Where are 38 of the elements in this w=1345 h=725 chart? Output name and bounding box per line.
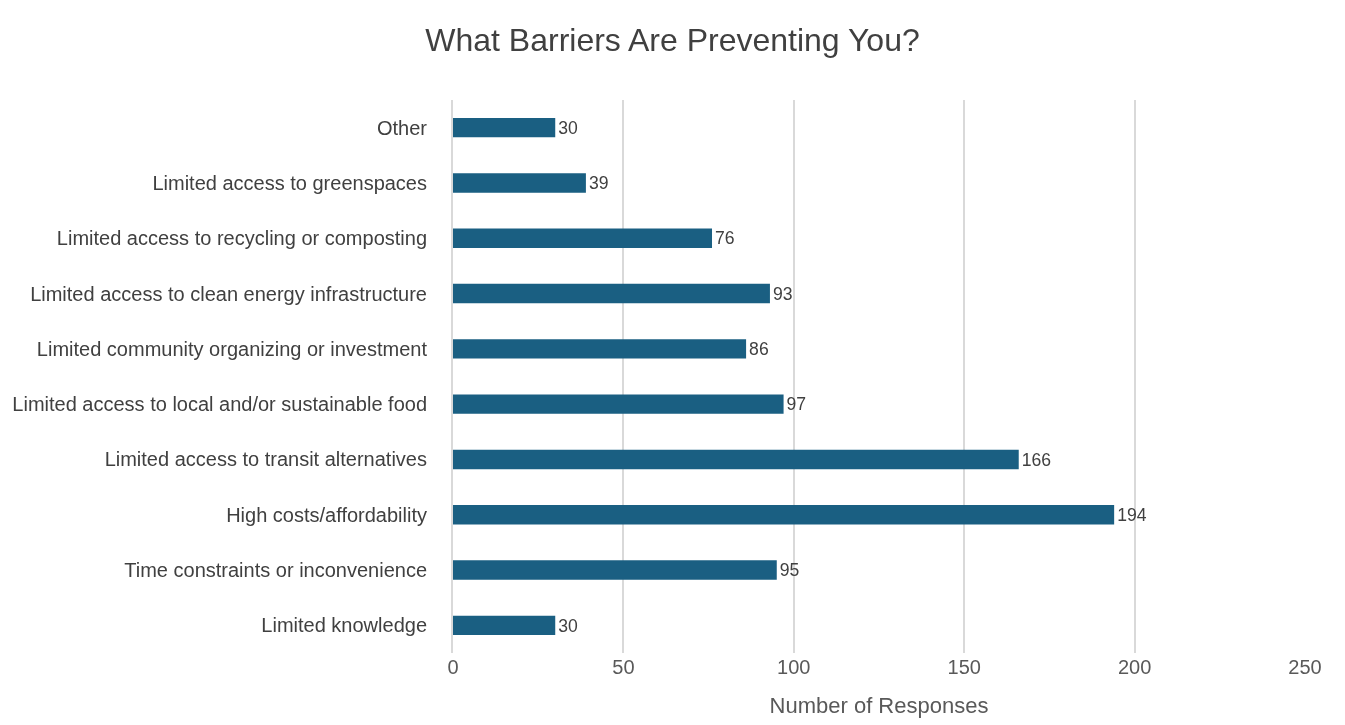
bar xyxy=(453,615,556,636)
data-label: 97 xyxy=(786,394,807,415)
data-label: 86 xyxy=(749,339,769,360)
x-tick-label: 0 xyxy=(447,656,459,678)
bar xyxy=(453,394,784,414)
y-tick-label: Limited knowledge xyxy=(261,614,427,637)
data-label: 93 xyxy=(772,283,793,304)
y-tick-label: Other xyxy=(376,116,428,139)
bar xyxy=(453,228,713,248)
data-label: 30 xyxy=(558,117,579,138)
data-label: 30 xyxy=(558,615,579,636)
x-tick-label: 250 xyxy=(1288,656,1322,678)
x-axis-title: Number of Responses xyxy=(769,692,989,718)
chart-title: What Barriers Are Preventing You? xyxy=(425,22,920,59)
y-tick-label: Limited access to greenspaces xyxy=(152,171,427,194)
bar xyxy=(453,339,747,359)
bar xyxy=(453,449,1019,470)
y-tick-label: Limited access to local and/or sustainable food xyxy=(12,393,427,416)
x-tick-label: 200 xyxy=(1117,656,1152,678)
y-tick-label: High costs/affordability xyxy=(226,503,427,526)
data-label: 39 xyxy=(588,173,609,194)
x-tick-label: 50 xyxy=(612,656,635,678)
data-label: 194 xyxy=(1117,504,1147,525)
y-tick-label: Limited access to transit alternatives xyxy=(104,448,427,471)
bar xyxy=(453,117,556,138)
y-tick-label: Limited access to clean energy infrastructure xyxy=(30,282,427,305)
data-label: 95 xyxy=(779,560,800,581)
y-tick-label: Limited access to recycling or composting xyxy=(56,227,427,250)
y-tick-label: Limited community organizing or investment xyxy=(36,337,428,360)
data-label: 166 xyxy=(1021,449,1052,470)
data-label: 76 xyxy=(715,228,735,249)
y-tick-label: Time constraints or inconvenience xyxy=(124,559,427,582)
bar xyxy=(453,560,777,580)
x-tick-label: 150 xyxy=(947,656,981,678)
bar xyxy=(453,173,586,193)
x-tick-label: 100 xyxy=(777,656,811,678)
bar xyxy=(453,283,770,304)
bar xyxy=(453,505,1115,525)
